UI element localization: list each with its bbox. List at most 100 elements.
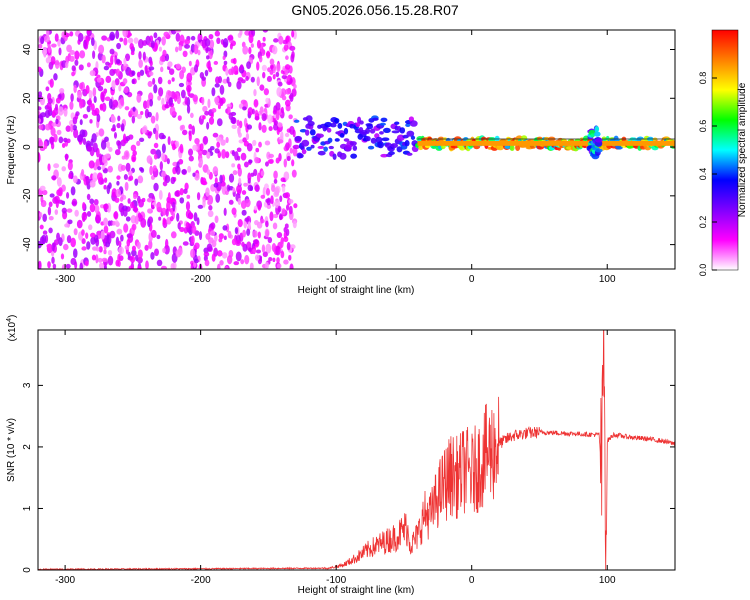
heatmap-cell [47, 92, 52, 101]
heatmap-cell [158, 189, 163, 200]
heatmap-cell [44, 109, 51, 119]
heatmap-cell [41, 189, 48, 196]
heatmap-cell [104, 96, 111, 102]
heatmap-cell [284, 99, 291, 107]
heatmap-cell [116, 42, 121, 50]
heatmap-cell [46, 102, 52, 110]
heatmap-cell [43, 140, 48, 150]
heatmap-cell [216, 118, 223, 127]
heatmap-cell [115, 68, 121, 77]
heatmap-cell [144, 244, 149, 251]
heatmap-cell [267, 237, 273, 244]
heatmap-cell [47, 43, 52, 54]
heatmap-cell [260, 194, 266, 199]
x-tick-label: -100 [326, 274, 346, 285]
heatmap-cell [246, 142, 253, 152]
heatmap-cell [187, 86, 191, 97]
heatmap-cell [118, 202, 125, 213]
heatmap-cell [79, 50, 86, 59]
heatmap-cell [150, 229, 157, 238]
heatmap-cell [89, 180, 96, 188]
heatmap-cell [594, 131, 601, 137]
heatmap-cell [89, 119, 93, 124]
heatmap-cell [179, 34, 185, 45]
heatmap-cell [90, 103, 95, 112]
heatmap-cell [222, 38, 229, 48]
heatmap-cell [70, 237, 76, 248]
heatmap-cell [206, 169, 211, 175]
heatmap-cell [90, 232, 96, 238]
heatmap-cell [269, 58, 275, 66]
x-tick-label: -200 [191, 274, 211, 285]
heatmap-cell [246, 124, 253, 130]
heatmap-cell [276, 86, 282, 97]
heatmap-cell [288, 205, 293, 215]
heatmap-cell [258, 122, 262, 131]
heatmap-cell [274, 186, 280, 196]
heatmap-cell [379, 122, 386, 126]
heatmap-cell [103, 265, 107, 269]
heatmap-cell [250, 76, 255, 83]
heatmap-cell [252, 239, 259, 245]
heatmap-cell [284, 223, 289, 229]
heatmap-cell [237, 132, 242, 138]
heatmap-cell [254, 184, 260, 192]
heatmap-cell [54, 33, 59, 42]
heatmap-cell [247, 221, 251, 230]
heatmap-cell [228, 173, 235, 183]
heatmap-cell [81, 238, 86, 245]
heatmap-cell [111, 80, 116, 90]
heatmap-cell [128, 265, 133, 269]
heatmap-cell [167, 90, 173, 97]
heatmap-cell [185, 201, 191, 211]
heatmap-cell [324, 121, 333, 128]
colorbar-gradient [711, 29, 739, 271]
heatmap-cell [139, 69, 145, 76]
heatmap-cell [98, 153, 103, 163]
heatmap-cell [194, 64, 199, 73]
heatmap-cell [58, 47, 62, 56]
heatmap-cell [161, 134, 166, 140]
heatmap-cell [265, 188, 271, 196]
heatmap-cell [137, 249, 143, 259]
spectrogram-x-axis: -300 -200 -100 0 100 [55, 30, 616, 285]
heatmap-cell [65, 61, 69, 69]
heatmap-cell [82, 202, 86, 210]
chart-title: GN05.2026.056.15.28.R07 [291, 2, 459, 18]
heatmap-cell [93, 198, 99, 206]
heatmap-cell [127, 170, 133, 176]
heatmap-cell [167, 61, 173, 68]
heatmap-cell [78, 82, 84, 90]
heatmap-cell [64, 223, 70, 228]
heatmap-cell [235, 239, 242, 246]
heatmap-cell [257, 231, 261, 239]
heatmap-cell [223, 207, 227, 217]
heatmap-cell [284, 64, 291, 70]
heatmap-cell [254, 219, 259, 226]
heatmap-cell [275, 157, 280, 164]
spectrogram-heatmap [38, 30, 675, 269]
heatmap-cell [291, 30, 295, 38]
heatmap-cell [54, 59, 60, 70]
heatmap-cell [207, 210, 214, 218]
heatmap-cell [122, 133, 127, 143]
heatmap-cell [245, 132, 250, 141]
heatmap-cell [136, 93, 142, 103]
heatmap-cell [174, 46, 179, 53]
heatmap-cell [225, 136, 229, 144]
heatmap-cell [162, 49, 167, 57]
heatmap-cell [210, 222, 216, 230]
heatmap-cell [253, 89, 257, 97]
heatmap-cell [107, 255, 114, 266]
heatmap-cell [69, 101, 74, 110]
heatmap-cell [272, 109, 277, 115]
heatmap-cell [214, 177, 218, 185]
heatmap-cell [186, 72, 193, 83]
heatmap-cell [137, 265, 142, 269]
heatmap-cell [271, 45, 278, 55]
heatmap-cell [167, 192, 171, 202]
heatmap-cell [149, 98, 154, 107]
heatmap-cell [137, 175, 144, 184]
heatmap-cell [74, 59, 79, 66]
heatmap-cell [142, 51, 146, 61]
